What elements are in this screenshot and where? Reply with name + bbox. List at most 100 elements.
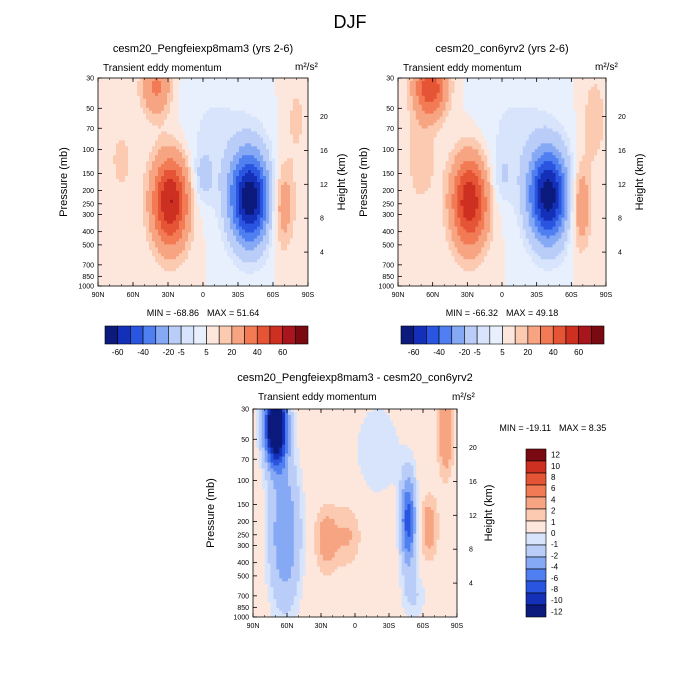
field-cell <box>194 226 198 231</box>
field-cell <box>113 211 117 216</box>
field-cell <box>116 176 120 180</box>
field-cell <box>209 241 213 245</box>
field-cell <box>188 89 192 94</box>
field-cell <box>116 125 120 130</box>
field-cell <box>269 268 273 272</box>
field-cell <box>137 271 141 275</box>
field-cell <box>299 86 303 91</box>
field-cell <box>113 146 117 150</box>
field-cell <box>251 116 255 121</box>
field-cell <box>287 86 291 91</box>
field-cell <box>257 116 261 121</box>
field-cell <box>128 253 132 257</box>
field-cell <box>101 134 105 139</box>
field-cell <box>185 89 189 94</box>
field-cell <box>299 238 303 243</box>
field-cell <box>104 101 108 106</box>
field-cell <box>194 253 198 257</box>
field-cell <box>272 187 276 192</box>
field-cell <box>191 211 195 216</box>
field-cell <box>275 277 279 281</box>
field-cell <box>155 259 159 263</box>
field-cell <box>179 143 183 147</box>
field-cell <box>158 149 162 153</box>
field-cell <box>119 80 123 85</box>
field-cell <box>122 280 126 284</box>
field-cell <box>197 262 201 266</box>
field-cell <box>134 125 138 130</box>
field-cell <box>224 119 228 124</box>
field-cell <box>272 196 276 201</box>
field-cell <box>158 92 162 97</box>
field-cell <box>140 161 144 165</box>
field-cell <box>170 98 174 103</box>
field-cell <box>275 283 279 286</box>
field-cell <box>215 122 219 127</box>
field-cell <box>98 235 102 240</box>
field-cell <box>287 128 291 133</box>
field-cell <box>278 80 282 85</box>
field-cell <box>155 137 159 141</box>
field-cell <box>143 104 147 109</box>
field-cell <box>266 265 270 269</box>
field-cell <box>149 143 153 147</box>
field-cell <box>278 167 282 171</box>
field-cell <box>248 241 252 245</box>
field-cell <box>128 143 132 147</box>
field-cell <box>215 250 219 254</box>
field-cell <box>140 208 144 213</box>
field-cell <box>113 199 117 204</box>
field-cell <box>281 152 285 156</box>
field-cell <box>149 271 153 275</box>
field-cell <box>98 155 102 159</box>
field-cell <box>221 104 225 109</box>
field-cell <box>293 143 297 147</box>
field-cell <box>197 220 201 225</box>
field-cell <box>221 235 225 240</box>
field-cell <box>176 196 180 201</box>
field-cell <box>125 202 129 207</box>
field-cell <box>107 89 111 94</box>
field-cell <box>227 116 231 121</box>
field-cell <box>236 83 240 88</box>
field-cell <box>140 113 144 118</box>
field-cell <box>104 152 108 156</box>
field-cell <box>260 232 264 237</box>
field-cell <box>257 277 261 281</box>
field-cell <box>164 208 168 213</box>
field-cell <box>224 262 228 266</box>
field-cell <box>107 277 111 281</box>
field-cell <box>116 122 120 127</box>
field-cell <box>248 161 252 165</box>
field-cell <box>161 158 165 162</box>
y-tick-label: 150 <box>82 171 94 178</box>
field-cell <box>107 80 111 85</box>
field-cell <box>221 137 225 141</box>
field-cell <box>173 232 177 237</box>
field-cell <box>194 143 198 147</box>
field-cell <box>98 232 102 237</box>
field-cell <box>218 241 222 245</box>
field-cell <box>182 119 186 124</box>
field-cell <box>104 155 108 159</box>
field-cell <box>122 134 126 139</box>
field-cell <box>257 274 261 278</box>
field-cell <box>224 205 228 210</box>
field-cell <box>266 80 270 85</box>
field-cell <box>269 149 273 153</box>
field-cell <box>242 220 246 225</box>
field-cell <box>218 131 222 136</box>
field-cell <box>281 143 285 147</box>
field-cell <box>284 277 288 281</box>
field-cell <box>179 95 183 100</box>
field-cell <box>179 140 183 144</box>
field-cell <box>191 155 195 159</box>
field-cell <box>131 229 135 234</box>
field-cell <box>299 217 303 222</box>
field-cell <box>122 193 126 198</box>
field-cell <box>284 89 288 94</box>
field-cell <box>131 211 135 216</box>
field-cell <box>257 202 261 207</box>
field-cell <box>134 274 138 278</box>
field-cell <box>194 179 198 183</box>
